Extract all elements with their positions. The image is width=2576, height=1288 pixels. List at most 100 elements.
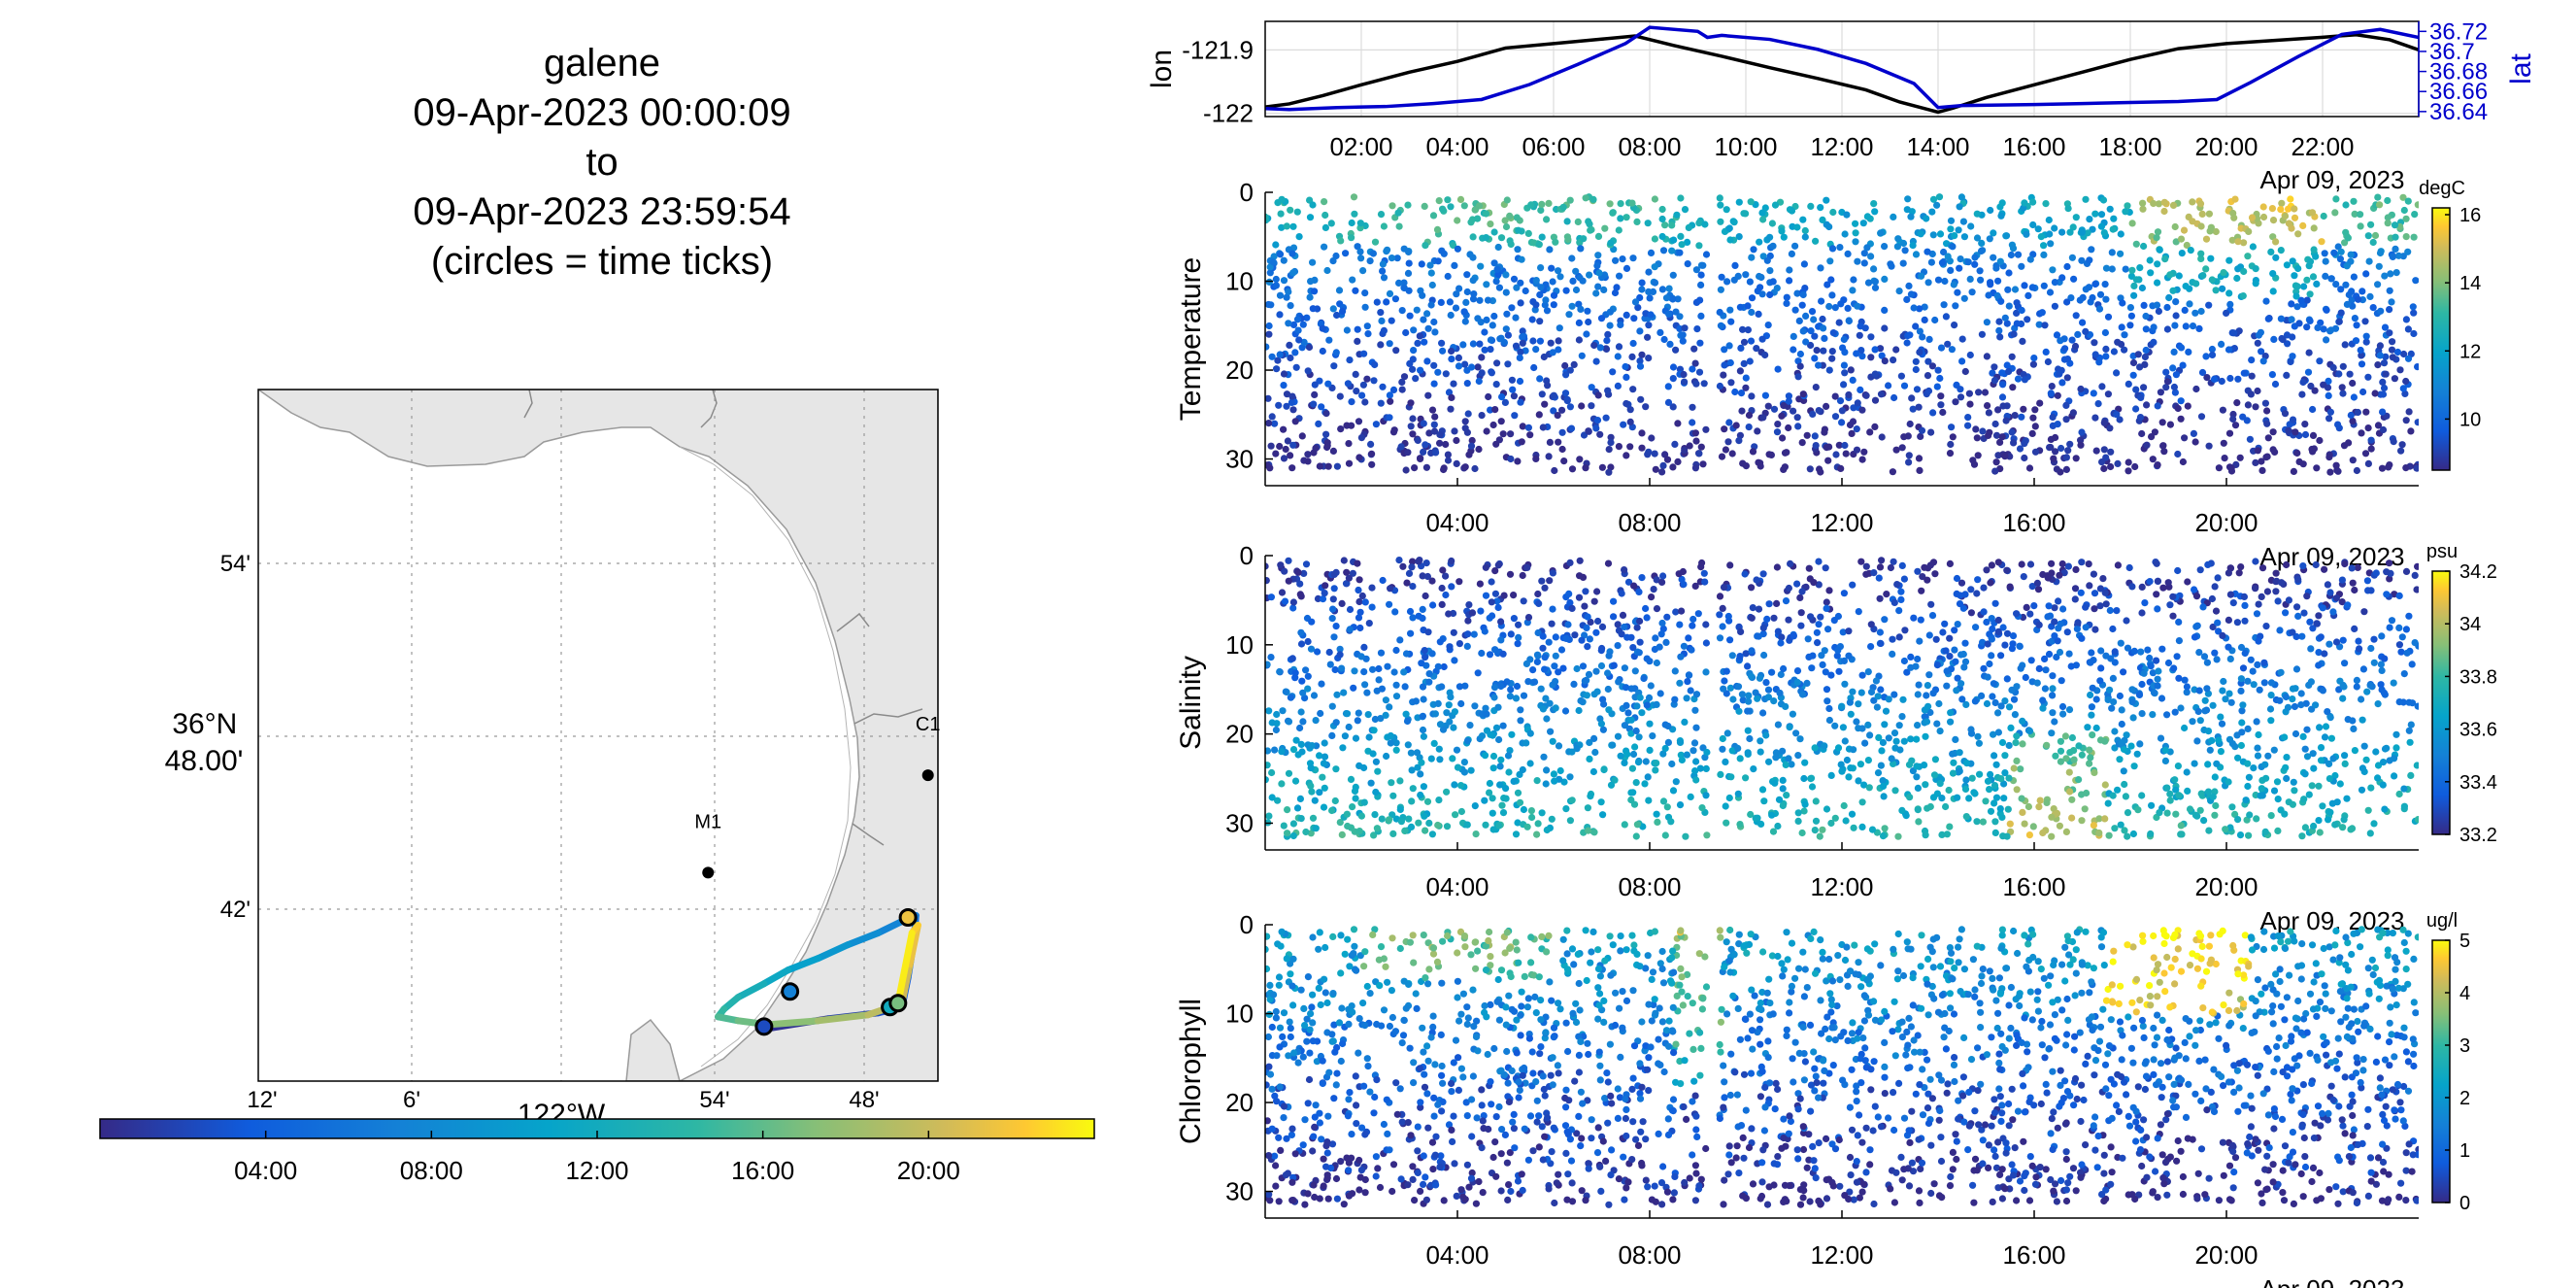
scatter-point <box>1691 706 1699 714</box>
scatter-point <box>1623 311 1630 319</box>
scatter-point <box>1357 812 1365 820</box>
scatter-point <box>1748 647 1756 655</box>
scatter-point <box>1978 692 1986 700</box>
scatter-point <box>2229 415 2237 424</box>
scatter-point <box>1450 628 1457 636</box>
scatter-point <box>1296 724 1304 732</box>
scatter-point <box>1793 414 1801 422</box>
scatter-point <box>1899 695 1907 703</box>
scatter-point <box>1425 678 1433 686</box>
scatter-point <box>1952 398 1959 406</box>
scatter-point <box>1292 363 1300 371</box>
scatter-point <box>1941 620 1949 627</box>
scatter-point <box>1446 298 1454 306</box>
scatter-point <box>1701 220 1709 228</box>
scatter-point <box>1281 567 1288 575</box>
scatter-point <box>2258 348 2265 356</box>
scatter-point <box>2029 414 2037 422</box>
scatter-point <box>1927 428 1935 436</box>
scatter-point <box>2061 345 2069 353</box>
scatter-point <box>1889 650 1896 659</box>
scatter-point <box>1969 457 1977 464</box>
scatter-point <box>2084 229 2091 237</box>
scatter-point <box>2172 312 2180 320</box>
scatter-point <box>1392 693 1401 700</box>
scatter-point <box>1987 281 1994 288</box>
scatter-point <box>2195 324 2203 332</box>
scatter-point <box>2320 381 2327 389</box>
scatter-point <box>1636 617 1644 626</box>
scatter-point <box>1329 447 1337 455</box>
scatter-point <box>1957 592 1964 599</box>
scatter-point <box>2260 679 2268 687</box>
scatter-point <box>2027 657 2035 664</box>
scatter-point <box>1406 312 1414 320</box>
scatter-point <box>2053 331 2061 339</box>
scatter-point <box>1991 829 1999 837</box>
scatter-point <box>2163 303 2171 312</box>
scatter-point <box>1762 679 1770 687</box>
scatter-point <box>2285 220 2292 227</box>
scatter-point <box>2041 685 2049 693</box>
scatter-point <box>1429 212 1438 220</box>
scatter-point <box>1776 689 1784 697</box>
scatter-point <box>1702 639 1710 647</box>
scatter-point <box>1420 420 1427 427</box>
scatter-point <box>1380 274 1388 282</box>
scatter-point <box>1414 436 1422 444</box>
scatter-point <box>2379 408 2387 416</box>
scatter-point <box>1829 329 1837 337</box>
scatter-point <box>1515 621 1522 628</box>
scatter-point <box>1524 229 1532 237</box>
scatter-point <box>1991 818 1999 826</box>
scatter-point <box>1543 216 1551 223</box>
scatter-point <box>2035 803 2043 811</box>
scatter-point <box>2312 701 2320 709</box>
scatter-point <box>2150 323 2158 331</box>
scatter-point <box>1897 372 1905 380</box>
scatter-point <box>1703 831 1711 839</box>
scatter-point <box>1265 762 1271 769</box>
scatter-point <box>1289 746 1298 754</box>
scatter-point <box>1866 731 1874 739</box>
scatter-point <box>2362 756 2370 763</box>
scatter-point <box>2234 375 2242 383</box>
scatter-point <box>1914 722 1922 729</box>
scatter-point <box>2068 733 2076 742</box>
scatter-point <box>1829 208 1837 217</box>
scatter-point <box>1516 377 1524 386</box>
scatter-point <box>1973 210 1981 218</box>
scatter-point <box>1947 217 1956 224</box>
scatter-point <box>1957 680 1965 688</box>
scatter-point <box>1916 637 1924 645</box>
scatter-point <box>2339 636 2347 644</box>
scatter-point <box>1537 206 1545 215</box>
scatter-point <box>1265 661 1271 668</box>
scatter-point <box>2129 371 2137 379</box>
scatter-point <box>2294 264 2302 273</box>
scatter-point <box>1577 245 1585 253</box>
scatter-point <box>2089 684 2096 692</box>
colorbar-ramp <box>2431 207 2451 471</box>
scatter-point <box>1280 425 1288 433</box>
scatter-point <box>1469 340 1477 348</box>
scatter-point <box>1971 254 1979 261</box>
scatter-point <box>1299 689 1307 696</box>
scatter-point <box>2348 825 2357 832</box>
scatter-point <box>2404 325 2412 333</box>
scatter-point <box>1785 424 1792 432</box>
scatter-point <box>1814 639 1822 647</box>
scatter-point <box>1895 722 1903 729</box>
scatter-point <box>1461 418 1469 425</box>
scatter-point <box>2134 351 2142 358</box>
scatter-point <box>1915 818 1923 826</box>
y-tick-label: 20 <box>1225 356 1254 385</box>
scatter-point <box>1850 276 1857 284</box>
scatter-point <box>1721 361 1728 369</box>
scatter-point <box>1652 634 1659 642</box>
scatter-point <box>2033 579 2041 588</box>
scatter-point <box>1978 330 1986 338</box>
scatter-point <box>1300 569 1308 578</box>
scatter-point <box>1924 804 1931 812</box>
scatter-point <box>1894 930 1902 938</box>
